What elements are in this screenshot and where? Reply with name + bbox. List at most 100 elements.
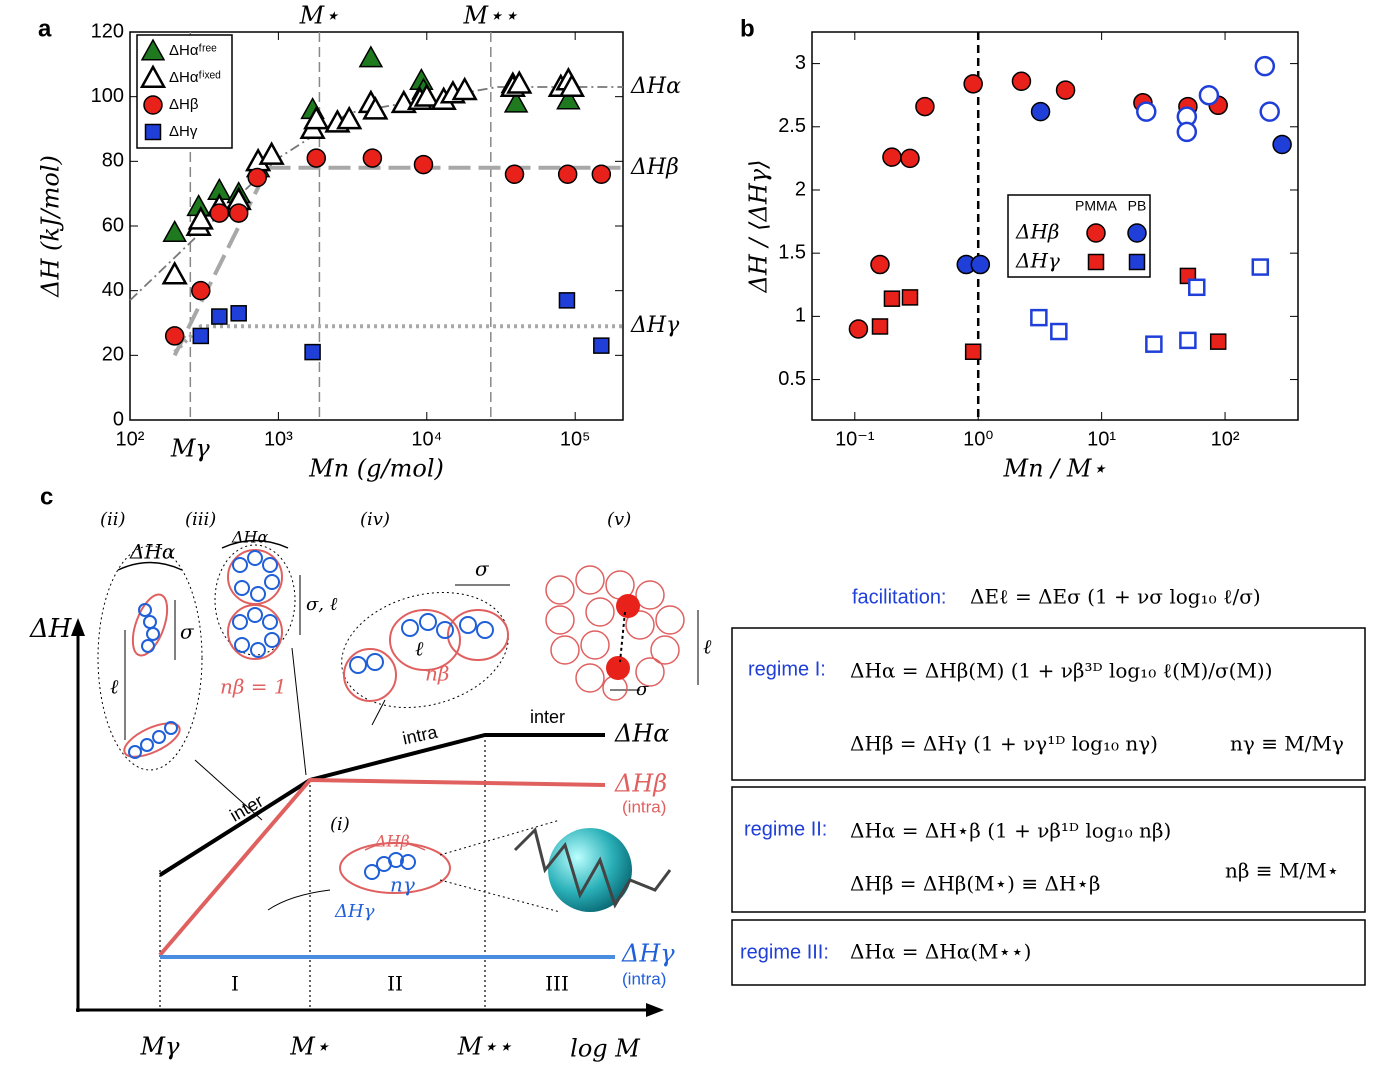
x-tick-label: 10¹	[1087, 428, 1116, 450]
equation: ΔHα = ΔHβ(M) (1 + νβ³ᴰ log₁₀ ℓ(M)/σ(M))	[850, 659, 1273, 683]
marker	[307, 149, 325, 167]
diagram: c ΔH log M Mγ M⋆ M⋆⋆ I II III ΔHα ΔHβ (i…	[29, 483, 712, 1062]
line-note: (intra)	[622, 797, 666, 816]
y-axis-label: ΔH (kJ/mol)	[37, 155, 65, 298]
marker	[1130, 255, 1145, 270]
marker	[1256, 57, 1274, 75]
marker	[971, 256, 989, 274]
marker	[231, 306, 246, 321]
guide-label: ΔHβ	[630, 155, 679, 180]
x-tick-label: 10⁻¹	[835, 428, 875, 450]
panel-label: b	[740, 15, 755, 42]
annotation: nβ = 1	[220, 675, 287, 699]
marker	[559, 165, 577, 183]
annotation: nβ	[425, 662, 449, 686]
y-tick-label: 40	[102, 279, 124, 301]
legend-header: PMMA	[1075, 198, 1118, 214]
marker	[1012, 72, 1030, 90]
stage-label: (i)	[330, 814, 350, 835]
marker	[1032, 103, 1050, 121]
marker	[1128, 224, 1146, 242]
guide-label: ΔHα	[630, 74, 681, 99]
marker	[1137, 103, 1155, 121]
x-tick-label: 10⁵	[560, 428, 591, 450]
annotation: σ	[636, 679, 649, 700]
reference-label: M⋆⋆	[462, 2, 518, 30]
marker	[883, 148, 901, 166]
annotation: ΔHβ	[374, 832, 410, 851]
guide-line	[175, 326, 623, 352]
marker	[1087, 224, 1105, 242]
y-tick-label: 100	[91, 85, 124, 107]
equation: ΔHβ = ΔHβ(M⋆) ≡ ΔH⋆β	[850, 872, 1100, 896]
marker	[916, 98, 934, 116]
tick-label: M⋆	[289, 1033, 330, 1061]
marker	[966, 344, 981, 359]
guide-label: ΔHγ	[630, 313, 680, 338]
marker	[230, 204, 248, 222]
eq-label: regime III:	[740, 941, 829, 963]
marker	[871, 256, 889, 274]
annotation: ℓ	[703, 635, 712, 659]
legend-label: ΔHβ	[169, 96, 199, 113]
tick-label: Mγ	[140, 1033, 181, 1061]
segment-label: intra	[401, 722, 440, 749]
marker	[902, 290, 917, 305]
annotation: σ	[475, 557, 490, 581]
marker	[1051, 324, 1066, 339]
y-axis-label: ΔH / ⟨ΔHγ⟩	[745, 160, 773, 294]
marker	[305, 345, 320, 360]
tick-label: M⋆⋆	[457, 1033, 513, 1061]
marker	[1031, 310, 1046, 325]
marker	[559, 293, 574, 308]
annotation: ℓ	[415, 637, 424, 661]
marker	[192, 282, 210, 300]
marker	[872, 319, 887, 334]
marker	[360, 47, 382, 67]
y-tick-label: 80	[102, 150, 124, 172]
arrow	[646, 1003, 664, 1017]
y-tick-label: 20	[102, 344, 124, 366]
y-tick-label: 3	[795, 52, 806, 74]
equation: ΔHα = ΔHα(M⋆⋆)	[850, 940, 1031, 964]
annotation: nγ	[390, 873, 415, 897]
reference-label: Mγ	[170, 435, 211, 463]
legend-label: ΔHγ	[1015, 249, 1060, 273]
annotation: ℓ	[110, 675, 119, 699]
line-label: ΔHβ	[614, 770, 667, 798]
legend-label: ΔHαᶠʳᵉᵉ	[169, 42, 217, 59]
line-label: ΔHγ	[621, 940, 675, 968]
arrow	[71, 618, 85, 636]
equations: facilitation: ΔEℓ = ΔEσ (1 + νσ log₁₀ ℓ/…	[732, 585, 1365, 986]
annotation: σ	[180, 620, 195, 644]
legend-label: ΔHγ	[169, 123, 198, 140]
marker	[1253, 260, 1268, 275]
y-tick-label: 1	[795, 305, 806, 327]
beta-line	[160, 780, 605, 955]
equation: ΔHα = ΔH⋆β (1 + νβ¹ᴰ log₁₀ nβ)	[850, 819, 1171, 843]
marker	[1261, 103, 1279, 121]
marker	[193, 328, 208, 343]
legend-header: PB	[1128, 198, 1147, 214]
marker	[1200, 86, 1218, 104]
x-axis-label: Mn / M⋆	[1003, 455, 1107, 483]
y-tick-label: 1.5	[778, 241, 806, 263]
marker	[363, 149, 381, 167]
marker	[146, 125, 161, 140]
marker	[164, 221, 186, 241]
marker	[964, 75, 982, 93]
marker	[1089, 255, 1104, 270]
line-note: (intra)	[622, 969, 666, 988]
marker	[212, 309, 227, 324]
marker	[1189, 280, 1204, 295]
marker	[248, 169, 266, 187]
marker	[592, 165, 610, 183]
equation: nγ ≡ M/Mγ	[1230, 732, 1344, 756]
equation: ΔHβ = ΔHγ (1 + νγ¹ᴰ log₁₀ nγ)	[850, 732, 1158, 756]
regime-label: II	[387, 972, 403, 996]
regime-label: I	[231, 972, 239, 996]
alpha-line	[160, 735, 605, 875]
regime-label: III	[545, 972, 569, 996]
marker	[1146, 337, 1161, 352]
marker	[1273, 135, 1291, 153]
